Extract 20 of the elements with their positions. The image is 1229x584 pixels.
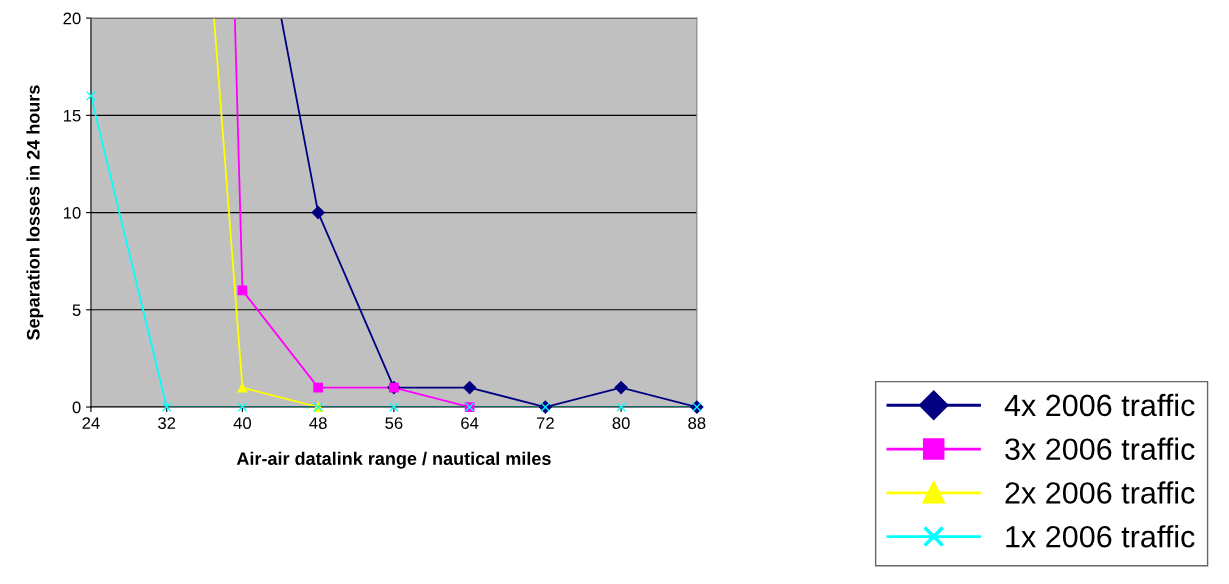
- y-tick-label: 10: [63, 206, 81, 219]
- x-tick-label: 32: [158, 417, 176, 430]
- legend-label: 2x 2006 traffic: [1005, 481, 1195, 504]
- x-tick-label: 56: [385, 417, 403, 430]
- x-tick-label: 72: [536, 417, 554, 429]
- y-tick-label: 0: [72, 401, 81, 414]
- y-axis-title: Separation losses in 24 hours: [26, 85, 44, 340]
- y-tick-label: 15: [63, 109, 81, 122]
- x-tick-label: 64: [461, 417, 479, 430]
- legend-label: 1x 2006 traffic: [1006, 525, 1195, 548]
- x-tick-label: 40: [233, 417, 252, 430]
- x-tick-label: 24: [82, 417, 100, 429]
- x-tick-label: 88: [688, 417, 706, 430]
- legend-label: 3x 2006 traffic: [1005, 437, 1195, 461]
- x-axis-title: Air-air datalink range / nautical miles: [236, 451, 551, 469]
- x-tick-label: 80: [612, 417, 630, 430]
- x-tick-label: 48: [309, 417, 327, 430]
- y-tick-label: 20: [63, 12, 81, 25]
- legend-label: 4x 2006 traffic: [1004, 393, 1195, 417]
- y-tick-label: 5: [72, 304, 81, 317]
